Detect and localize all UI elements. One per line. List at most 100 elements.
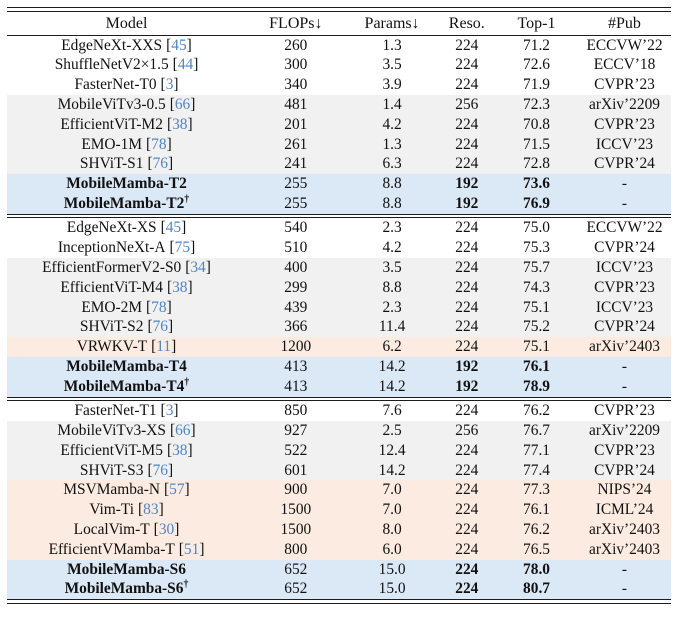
cite-number[interactable]: 76 bbox=[152, 318, 168, 336]
flops-cell: 261 bbox=[284, 135, 308, 153]
top1-cell: 71.9 bbox=[523, 76, 550, 94]
model-name: MobileMamba-T2 bbox=[66, 175, 187, 193]
flops-cell: 340 bbox=[284, 76, 308, 94]
bracket-close: ] bbox=[184, 481, 190, 499]
model-cell: EMO-2M [78] bbox=[7, 298, 246, 318]
cite-number[interactable]: 38 bbox=[172, 278, 188, 296]
model-name: EfficientVMamba-T bbox=[48, 540, 175, 558]
cite-number[interactable]: 78 bbox=[151, 298, 167, 316]
cite-number[interactable]: 78 bbox=[151, 135, 167, 153]
cite-number[interactable]: 11 bbox=[156, 338, 172, 356]
cite-number[interactable]: 76 bbox=[152, 461, 168, 479]
model-cell: EdgeNeXt-XXS [45] bbox=[7, 36, 246, 56]
model-cell: EfficientFormerV2-S0 [34] bbox=[7, 258, 246, 278]
cite-number[interactable]: 34 bbox=[190, 258, 206, 276]
model-name: MobileMamba-S6 bbox=[64, 580, 184, 598]
results-table: Model FLOPs↓ Params↓ Reso. Top-1 #Pub Ed… bbox=[7, 7, 671, 604]
flops-cell: 366 bbox=[284, 318, 308, 336]
model-cell: FasterNet-T1 [3] bbox=[7, 401, 246, 421]
cite-number[interactable]: 83 bbox=[143, 501, 159, 519]
table-row: MSVMamba-N [57] 900 7.0 224 77.3 NIPS’24 bbox=[7, 480, 671, 501]
params-cell: 8.8 bbox=[382, 175, 402, 193]
params-cell: 4.2 bbox=[382, 115, 402, 133]
cite-number[interactable]: 45 bbox=[171, 36, 187, 54]
reso-cell: 224 bbox=[455, 155, 479, 173]
cite-number[interactable]: 44 bbox=[177, 56, 194, 74]
pub-cell: - bbox=[621, 357, 628, 375]
cite-number[interactable]: 75 bbox=[174, 239, 191, 257]
cite-number[interactable]: 3 bbox=[165, 402, 174, 420]
flops-cell: 260 bbox=[284, 36, 308, 54]
header-flops: FLOPs↓ bbox=[269, 14, 323, 32]
table-row: LocalVim-T [30] 1500 8.0 224 76.2 arXiv’2… bbox=[7, 519, 671, 540]
pub-cell: arXiv’2403 bbox=[589, 338, 660, 356]
table-row: EfficientFormerV2-S0 [34] 400 3.5 224 75.… bbox=[7, 257, 671, 278]
top1-cell: 70.8 bbox=[523, 115, 550, 133]
top-rule bbox=[7, 7, 671, 12]
top1-cell: 73.6 bbox=[523, 175, 550, 193]
cite-number[interactable]: 45 bbox=[165, 219, 182, 237]
model-cell: SHViT-S2 [76] bbox=[7, 317, 246, 337]
flops-cell: 1500 bbox=[280, 520, 312, 538]
cite-wrap: [51] bbox=[179, 541, 205, 558]
cite-number[interactable]: 66 bbox=[175, 421, 191, 439]
params-cell: 12.4 bbox=[378, 441, 406, 459]
flops-cell: 850 bbox=[284, 402, 308, 420]
reso-cell: 224 bbox=[455, 481, 479, 499]
flops-cell: 439 bbox=[284, 298, 308, 316]
cite-number[interactable]: 30 bbox=[158, 520, 175, 538]
params-cell: 14.2 bbox=[378, 377, 406, 395]
bracket-close: ] bbox=[167, 318, 174, 336]
model-name: EfficientFormerV2-S0 bbox=[42, 258, 182, 276]
reso-cell: 224 bbox=[455, 298, 479, 316]
model-cell: MobileViTv3-0.5 [66] bbox=[7, 95, 246, 115]
table-body: EdgeNeXt-XXS [45] 260 1.3 224 71.2 ECCVW’… bbox=[7, 36, 671, 604]
cite-number[interactable]: 66 bbox=[174, 95, 191, 113]
cite-number[interactable]: 76 bbox=[152, 155, 168, 173]
group-separator-rule bbox=[7, 213, 671, 219]
model-cell: EfficientViT-M4 [38] bbox=[7, 278, 246, 298]
bracket-open: [ bbox=[169, 421, 176, 439]
params-cell: 3.5 bbox=[382, 56, 402, 74]
bracket-close: ] bbox=[190, 239, 196, 257]
params-cell: 11.4 bbox=[378, 318, 406, 336]
top1-cell: 72.8 bbox=[523, 155, 550, 173]
model-cell: VRWKV-T [11] bbox=[7, 337, 246, 357]
model-cell: ShuffleNetV2×1.5 [44] bbox=[7, 55, 246, 75]
header-reso: Reso. bbox=[448, 14, 485, 32]
model-name: EfficientViT-M2 bbox=[60, 115, 163, 133]
model-name: MobileMamba-T2 bbox=[63, 194, 185, 212]
reso-cell: 224 bbox=[455, 36, 479, 54]
bracket-close: ] bbox=[167, 155, 174, 173]
model-cell: MobileViTv3-XS [66] bbox=[7, 421, 246, 441]
cite-wrap: [75] bbox=[170, 239, 196, 256]
cite-wrap: [45] bbox=[161, 219, 187, 236]
reso-cell: 224 bbox=[455, 338, 479, 356]
params-cell: 1.3 bbox=[382, 135, 402, 153]
pub-cell: CVPR’24 bbox=[594, 239, 655, 257]
params-cell: 3.5 bbox=[382, 258, 402, 276]
flops-cell: 400 bbox=[284, 258, 308, 276]
cite-wrap: [57] bbox=[164, 481, 190, 498]
table-row: MobileViTv3-0.5 [66] 481 1.4 256 72.3 arX… bbox=[7, 94, 671, 115]
cite-number[interactable]: 57 bbox=[169, 481, 185, 499]
top1-cell: 71.2 bbox=[523, 36, 550, 54]
reso-cell: 192 bbox=[455, 377, 479, 395]
params-cell: 3.9 bbox=[382, 76, 402, 94]
reso-cell: 224 bbox=[455, 540, 479, 558]
reso-cell: 192 bbox=[455, 175, 479, 193]
bracket-open: [ bbox=[166, 115, 173, 133]
table-row: SHViT-S3 [76] 601 14.2 224 77.4 CVPR’24 bbox=[7, 460, 671, 481]
cite-number[interactable]: 38 bbox=[172, 441, 188, 459]
reso-cell: 256 bbox=[455, 95, 479, 113]
cite-number[interactable]: 51 bbox=[183, 540, 200, 558]
cite-number[interactable]: 38 bbox=[172, 115, 188, 133]
reso-cell: 192 bbox=[455, 357, 479, 375]
model-name: EMO-2M bbox=[81, 298, 143, 316]
bracket-close: ] bbox=[166, 135, 172, 153]
header-pub: #Pub bbox=[608, 14, 641, 32]
dagger-mark: † bbox=[184, 193, 190, 205]
cite-wrap: [34] bbox=[185, 259, 211, 276]
cite-number[interactable]: 3 bbox=[165, 76, 174, 94]
table-row: MobileMamba-S6† 652 15.0 224 80.7 - bbox=[7, 579, 671, 600]
